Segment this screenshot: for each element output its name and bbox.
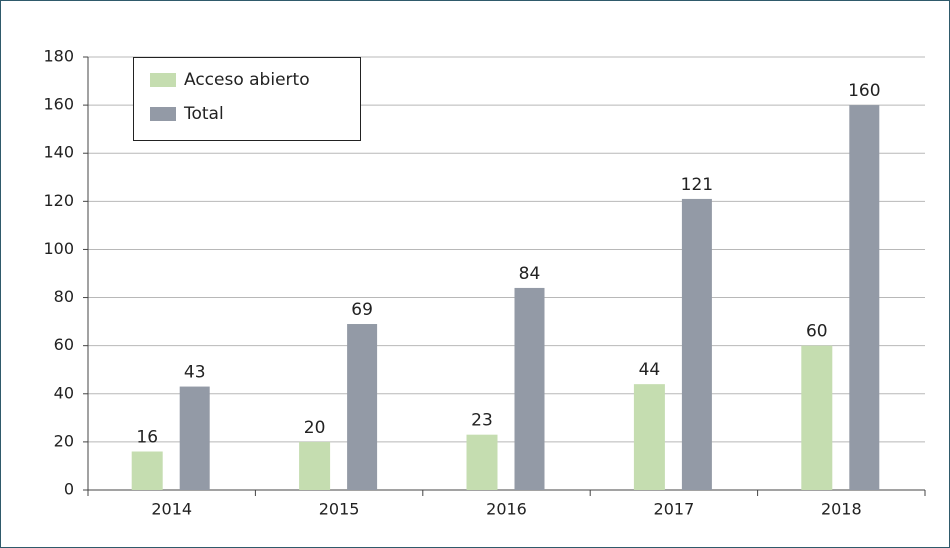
y-tick-label: 120 [43,191,74,210]
y-tick-label: 180 [43,47,74,66]
x-tick-label: 2016 [486,500,527,519]
y-tick-label: 60 [54,335,74,354]
x-tick-label: 2018 [821,500,862,519]
legend-label: Total [183,104,224,124]
legend [133,57,361,141]
bar [179,386,210,490]
legend-swatch [150,107,176,121]
x-tick-label: 2017 [654,500,695,519]
data-label: 121 [681,175,713,195]
y-tick-label: 20 [54,431,74,450]
data-label: 23 [471,411,493,431]
x-tick-label: 2014 [151,500,192,519]
bar [801,345,833,490]
bar [466,434,498,490]
y-tick-label: 80 [54,287,74,306]
y-tick-label: 100 [43,239,74,258]
bar [681,198,712,490]
legend-swatch [150,73,176,87]
bar [299,441,331,490]
data-label: 60 [806,322,828,342]
y-tick-label: 40 [54,383,74,402]
data-label: 44 [639,360,661,380]
bar [347,324,378,490]
x-tick-label: 2015 [319,500,360,519]
y-tick-label: 140 [43,143,74,162]
y-tick-label: 0 [64,480,74,499]
bar [849,105,880,490]
legend-label: Acceso abierto [184,70,310,90]
data-label: 43 [184,363,206,383]
bar [131,451,163,490]
data-label: 69 [351,300,373,320]
data-label: 20 [304,418,326,438]
bar [514,287,545,490]
bar [633,384,665,490]
data-label: 160 [848,81,880,101]
data-label: 16 [136,428,158,448]
data-label: 84 [519,264,541,284]
y-tick-label: 160 [43,95,74,114]
